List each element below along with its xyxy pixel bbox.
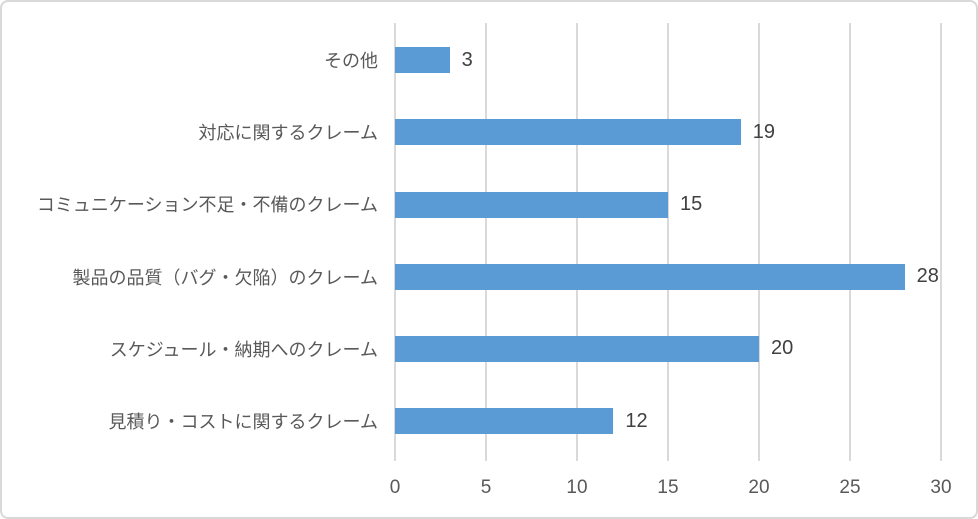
- bar-value-label: 12: [625, 409, 648, 432]
- bar: [395, 335, 759, 362]
- x-tick-label: 5: [480, 477, 492, 498]
- bar-value-label: 28: [916, 265, 939, 288]
- bar: [395, 408, 614, 435]
- x-tick-label: 0: [389, 477, 401, 498]
- gridline: [940, 23, 942, 461]
- bar-value-label: 20: [771, 337, 794, 360]
- bar-value-label: 19: [752, 120, 776, 143]
- x-tick-label: 25: [839, 477, 861, 498]
- x-tick-label: 10: [566, 477, 588, 498]
- bar-value-label: 3: [461, 48, 473, 71]
- x-tick-label: 20: [748, 477, 770, 498]
- gridline: [394, 23, 396, 461]
- category-label: 見積り・コストに関するクレーム: [108, 412, 378, 433]
- category-label: その他: [324, 51, 378, 72]
- gridline: [849, 23, 851, 461]
- bar: [395, 263, 905, 290]
- gridline: [758, 23, 760, 461]
- category-label: スケジュール・納期へのクレーム: [109, 339, 378, 360]
- category-label: 対応に関するクレーム: [198, 123, 378, 144]
- gridline: [485, 23, 487, 461]
- category-label: 製品の品質（バグ・欠陥）のクレーム: [72, 267, 378, 288]
- bar: [395, 191, 668, 218]
- x-tick-label: 15: [657, 477, 679, 498]
- bar: [395, 47, 450, 74]
- x-tick-label: 30: [930, 477, 952, 498]
- bar-value-label: 15: [680, 193, 703, 215]
- gridline: [667, 23, 669, 461]
- bar: [395, 119, 741, 146]
- category-label: コミュニケーション不足・不備のクレーム: [36, 195, 378, 216]
- gridline: [576, 23, 578, 461]
